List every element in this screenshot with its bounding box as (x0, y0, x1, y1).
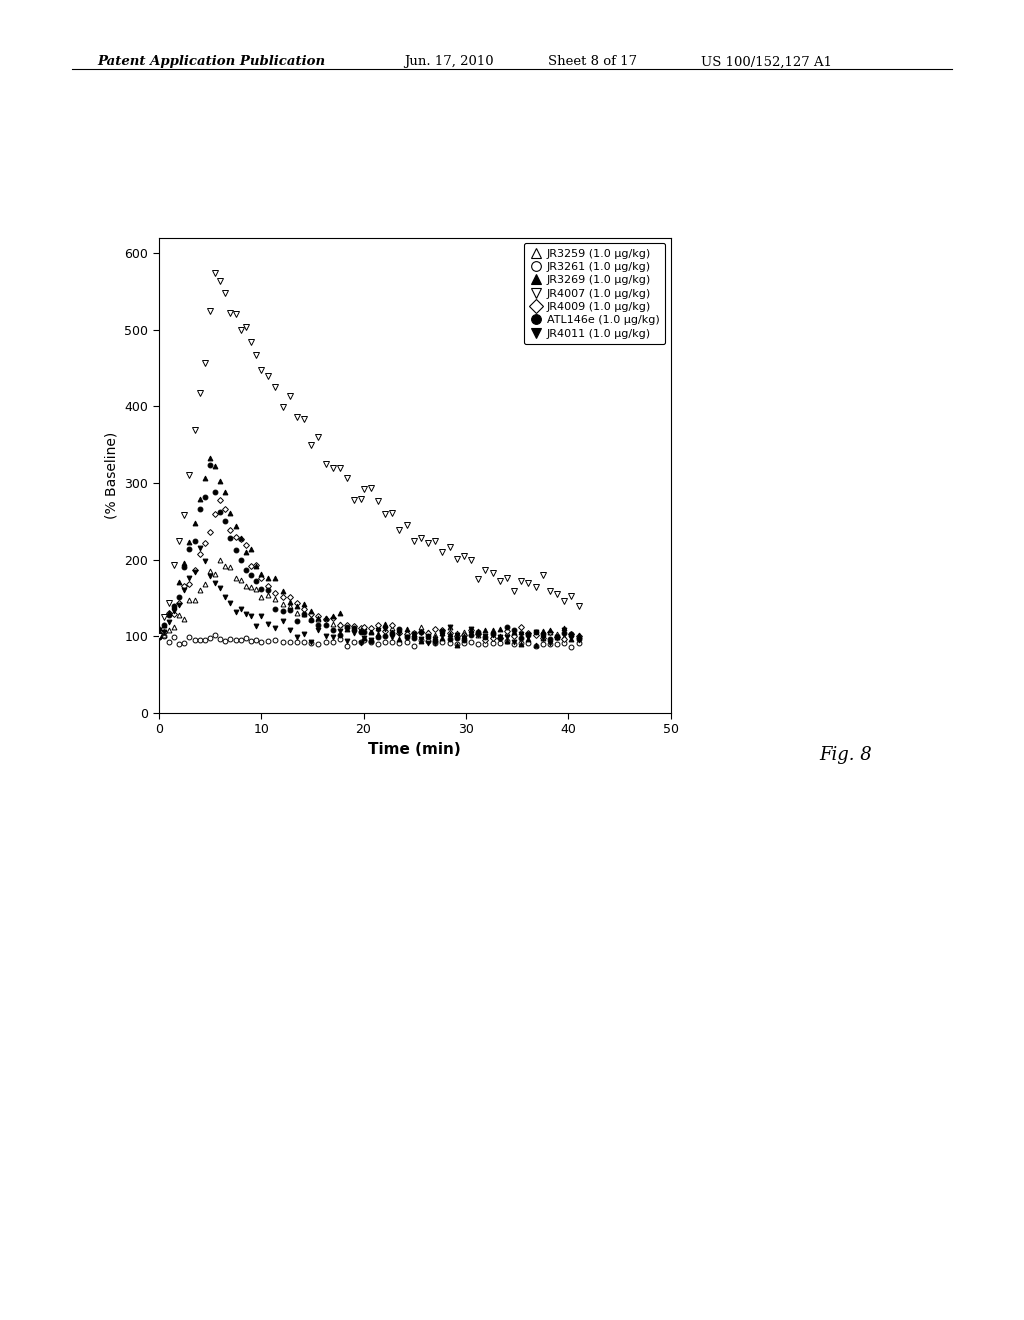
X-axis label: Time (min): Time (min) (369, 742, 461, 756)
Text: Jun. 17, 2010: Jun. 17, 2010 (404, 55, 495, 69)
Legend: JR3259 (1.0 μg/kg), JR3261 (1.0 μg/kg), JR3269 (1.0 μg/kg), JR4007 (1.0 μg/kg), : JR3259 (1.0 μg/kg), JR3261 (1.0 μg/kg), … (523, 243, 666, 345)
Text: US 100/152,127 A1: US 100/152,127 A1 (701, 55, 833, 69)
Text: Patent Application Publication: Patent Application Publication (97, 55, 326, 69)
Text: Fig. 8: Fig. 8 (819, 746, 872, 764)
Y-axis label: (% Baseline): (% Baseline) (104, 432, 119, 519)
Text: Sheet 8 of 17: Sheet 8 of 17 (548, 55, 637, 69)
